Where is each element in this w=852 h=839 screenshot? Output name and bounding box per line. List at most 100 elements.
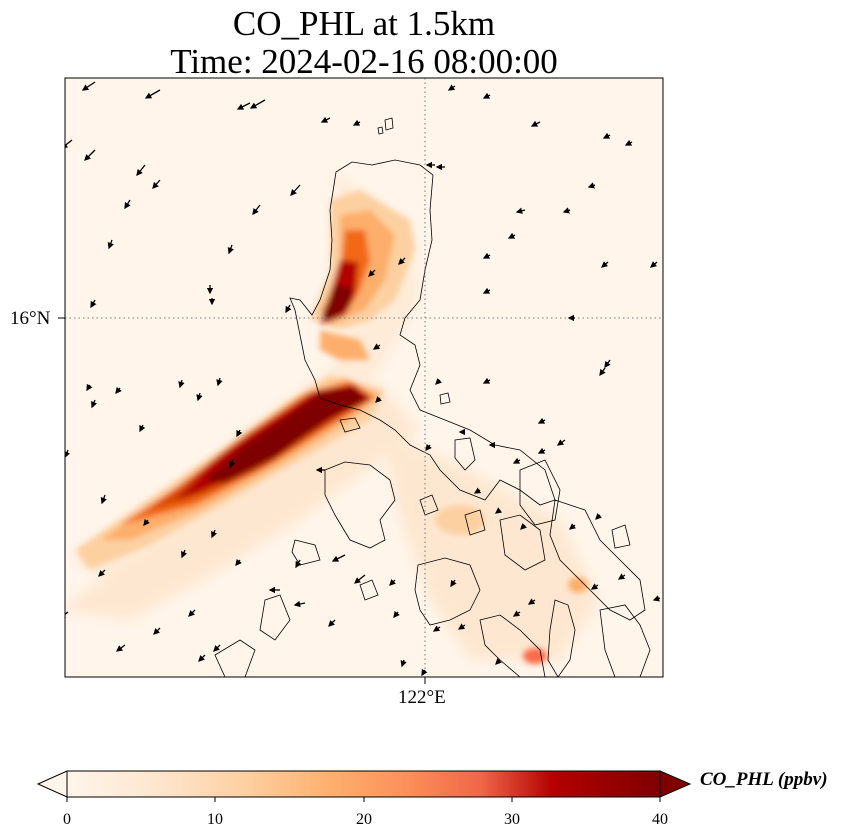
colorbar-tick-label: 40: [652, 811, 668, 828]
wind-arrow: [65, 139, 73, 149]
wind-arrow: [252, 204, 261, 216]
wind-arrow: [512, 457, 521, 464]
wind-arrow: [65, 611, 69, 619]
wind-vectors: [65, 81, 661, 677]
wind-arrow: [398, 257, 406, 265]
wind-arrow: [181, 549, 188, 559]
wind-arrow: [599, 367, 606, 377]
wind-arrow: [368, 269, 376, 277]
wind-arrow: [139, 424, 146, 433]
wind-arrow: [450, 579, 457, 588]
wind-arrow: [90, 299, 97, 309]
colorbar-min-extend: [36, 770, 68, 798]
wind-arrow: [216, 377, 223, 387]
wind-arrow: [482, 92, 491, 99]
wind-arrow: [353, 574, 366, 584]
map-title-line1: CO_PHL at 1.5km: [232, 4, 496, 43]
wind-arrow: [152, 179, 161, 189]
co-concentration-field: [65, 170, 600, 664]
map-title-line2: Time: 2024-02-16 08:00:00: [170, 42, 558, 81]
colorbar: [36, 770, 692, 802]
wind-arrow: [295, 559, 302, 569]
wind-arrow: [495, 658, 502, 665]
wind-arrow: [153, 627, 161, 635]
wind-arrow: [81, 81, 96, 91]
wind-arrow: [400, 659, 407, 668]
wind-arrow: [556, 439, 566, 446]
colorbar-tick-label: 10: [207, 811, 223, 828]
wind-arrow: [213, 644, 221, 652]
wind-arrow: [568, 523, 577, 530]
latitude-tick-label: 16°N: [10, 308, 51, 329]
wind-arrow: [372, 343, 381, 350]
wind-arrow: [86, 383, 93, 392]
wind-arrow: [236, 429, 243, 438]
wind-arrow: [196, 392, 203, 402]
wind-arrow: [512, 610, 521, 617]
wind-arrow: [328, 619, 336, 627]
wind-arrow: [178, 379, 185, 389]
wind-arrow: [389, 579, 396, 586]
wind-arrow: [601, 261, 609, 268]
longitude-tick-label: 122°E: [398, 687, 446, 708]
wind-arrow: [136, 164, 146, 177]
wind-arrow: [84, 149, 96, 161]
map-frame: [64, 77, 664, 678]
wind-arrow: [290, 184, 301, 196]
wind-arrow: [595, 513, 602, 520]
wind-arrow: [124, 199, 131, 210]
wind-arrow: [520, 523, 527, 530]
wind-arrow: [507, 232, 516, 239]
wind-arrow: [587, 182, 596, 189]
wind-arrow: [235, 558, 242, 567]
wind-arrow: [144, 89, 161, 99]
wind-arrow: [537, 417, 546, 424]
colorbar-tick-label: 0: [63, 811, 71, 828]
wind-arrow: [236, 102, 251, 110]
wind-arrow: [320, 116, 331, 123]
wind-arrow: [432, 625, 441, 632]
wind-arrow: [293, 600, 306, 608]
wind-arrow: [537, 447, 546, 454]
wind-arrow: [482, 252, 491, 259]
wind-arrow: [590, 583, 599, 590]
colorbar-label: CO_PHL (ppbv): [700, 769, 828, 790]
wind-arrow: [650, 261, 658, 268]
wind-arrow: [562, 207, 571, 214]
map-panel: [58, 77, 664, 684]
wind-arrow: [421, 668, 428, 677]
wind-arrow: [494, 507, 503, 514]
wind-arrow: [98, 569, 106, 577]
colorbar-gradient: [66, 770, 661, 798]
wind-arrow: [473, 487, 482, 494]
wind-arrow: [652, 595, 661, 602]
wind-arrow: [482, 377, 491, 384]
colorbar-tick-label: 20: [356, 811, 372, 828]
wind-arrow: [515, 207, 526, 214]
wind-arrow: [107, 239, 114, 250]
wind-arrow: [229, 459, 236, 469]
wind-arrow: [604, 359, 611, 369]
wind-arrow: [249, 99, 266, 109]
wind-arrow: [527, 598, 536, 605]
colorbar-tick-label: 30: [504, 811, 520, 828]
wind-arrow: [530, 120, 541, 127]
wind-arrow: [457, 623, 466, 630]
wind-arrow: [393, 610, 400, 619]
wind-arrow: [100, 494, 107, 505]
wind-arrow: [435, 378, 442, 385]
wind-arrow: [375, 396, 382, 403]
wind-arrow: [602, 132, 611, 139]
coastlines: [214, 117, 651, 677]
wind-arrow: [624, 139, 633, 146]
wind-arrow: [115, 386, 122, 395]
wind-arrow: [211, 529, 218, 539]
wind-arrow: [198, 654, 206, 662]
wind-arrow: [227, 244, 234, 255]
wind-arrow: [352, 119, 361, 126]
wind-arrow: [285, 304, 292, 314]
colorbar-max-extend: [659, 770, 692, 798]
wind-arrow: [188, 609, 196, 617]
wind-arrow: [331, 554, 346, 562]
wind-arrow: [91, 399, 98, 409]
